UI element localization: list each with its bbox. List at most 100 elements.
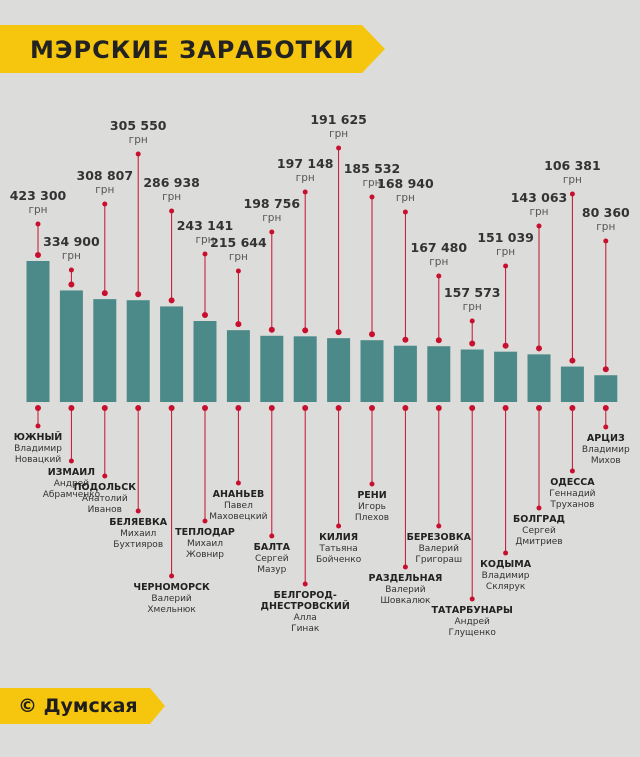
value-leader-dot [202,251,208,257]
bar-top-dot [569,357,576,364]
value-label: 215 644 [210,235,267,250]
category-label: КИЛИЯ [319,532,358,543]
category-leader-dot [35,423,41,429]
category-label: РАЗДЕЛЬНАЯ [369,573,443,584]
value-leader-dot [569,191,575,197]
title-banner: МЭРСКИЕ ЗАРАБОТКИ [0,25,385,73]
bar [393,345,417,402]
bar [126,300,150,402]
category-label: БЕЛЯЕВКА [109,517,167,528]
mayor-name: Игорь [358,502,386,512]
category-leader-dot [402,564,408,570]
mayor-name: Валерий [419,544,460,554]
unit-label: грн [396,192,415,204]
bar-top-dot [168,297,175,304]
bar-top-dot [602,366,609,373]
bar-top-dot [302,327,309,334]
category-label: РЕНИ [357,490,386,501]
value-leader-dot [536,223,542,229]
bar [427,346,451,402]
value-label: 167 480 [411,240,468,255]
bar-top-dot [536,345,542,352]
value-leader-dot [603,238,609,244]
bar [93,299,117,402]
category-label: БЕРЕЗОВКА [407,532,472,543]
bar-top-dot [435,337,442,344]
value-label: 308 807 [77,168,134,183]
value-leader-dot [235,268,241,274]
unit-label: грн [429,256,448,268]
bar [160,306,184,402]
value-leader-dot [369,194,375,200]
unit-label: грн [463,301,482,313]
unit-label: грн [129,134,148,146]
mayor-name: Бойченко [316,555,362,565]
mayor-name: Маховецкий [209,512,267,522]
value-label: 157 573 [444,285,501,300]
value-leader-dot [503,263,509,269]
category-label: КОДЫМА [480,559,532,570]
bar-top-dot [35,252,41,258]
mayor-name: Валерий [385,585,426,595]
unit-label: грн [296,172,315,184]
unit-label: грн [229,251,248,263]
mayor-name: Геннадий [549,489,595,499]
value-label: 197 148 [277,156,334,171]
bar [260,335,284,402]
mayor-name: Хмельнюк [147,605,196,615]
category-leader-dot [569,468,575,474]
category-leader-dot [469,596,475,602]
category-leader-dot [235,480,241,486]
bar [460,349,484,402]
value-label: 143 063 [511,190,568,205]
mayor-name: Алла [294,613,317,623]
bar [59,290,83,402]
bar [494,351,518,402]
category-label: ОДЕССА [550,477,595,488]
bar [594,375,618,402]
value-leader-dot [135,151,141,157]
value-label: 198 756 [244,196,301,211]
bar-top-dot [335,329,342,336]
category-label: БЕЛГОРОД- [274,590,337,601]
category-label: ПОДОЛЬСК [74,482,137,493]
bar-top-dot [101,290,108,297]
bar-top-dot [502,342,509,349]
unit-label: грн [362,177,381,189]
value-label: 80 360 [582,205,630,220]
category-leader-dot [68,458,74,464]
mayor-name: Сергей [255,554,289,564]
category-leader-dot [202,518,208,524]
value-label: 334 900 [43,234,100,249]
brand-label: © Думская [18,695,138,717]
category-label: ТАТАРБУНАРЫ [432,605,513,616]
mayor-name: Труханов [549,500,594,510]
mayor-name: Иванов [88,505,122,515]
unit-label: грн [62,250,81,262]
bar [226,330,250,402]
unit-label: грн [563,174,582,186]
value-leader-dot [336,145,342,151]
value-leader-dot [469,318,475,324]
category-label: ИЗМАИЛ [48,467,95,478]
unit-label: грн [195,234,214,246]
mayor-name: Глущенко [448,628,496,638]
bar-top-dot [135,291,142,298]
mayor-name: Жовнир [186,550,224,560]
bar [327,338,351,402]
value-leader-dot [436,273,442,279]
category-label: БАЛТА [254,542,291,553]
mayor-name: Дмитриев [515,537,562,547]
value-label: 286 938 [143,175,200,190]
category-leader-dot [102,473,108,479]
category-label: ЧЕРНОМОРСК [133,582,210,593]
value-leader-dot [269,229,275,235]
category-leader-dot [436,523,442,529]
unit-label: грн [95,184,114,196]
value-leader-dot [102,201,108,207]
unit-label: грн [162,191,181,203]
bar-top-dot [469,340,476,347]
category-leader-dot [135,508,141,514]
mayor-name: Анатолий [82,494,128,504]
chart-title: МЭРСКИЕ ЗАРАБОТКИ [30,36,355,64]
